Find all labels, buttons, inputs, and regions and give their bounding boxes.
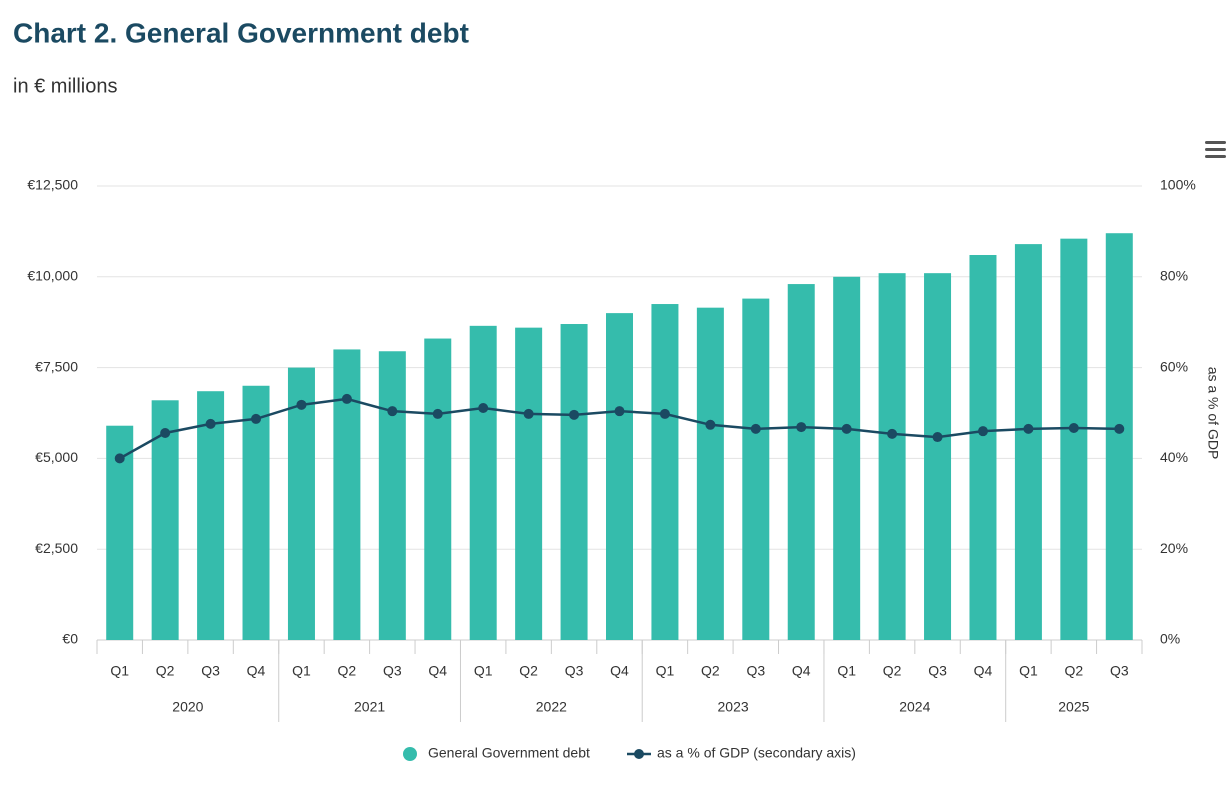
bar [151,400,179,640]
x-tick-label: Q1 [110,663,129,679]
bar [787,284,815,640]
line-point [478,403,489,414]
line-point [523,408,534,419]
bar [469,325,497,640]
x-tick-label: Q3 [201,663,220,679]
x-tick-label: Q2 [1065,663,1084,679]
x-group-label: 2020 [172,699,203,715]
x-group-label: 2025 [1058,699,1089,715]
bar [197,391,225,640]
legend-swatch [403,747,417,761]
y2-tick-label: 20% [1160,540,1188,556]
line-point [932,432,943,443]
line-point [887,428,898,439]
menu-bar[interactable] [1205,155,1226,158]
bar [1014,244,1042,640]
chart-subtitle: in € millions [13,75,117,97]
line-point [341,393,352,404]
bar [424,338,452,640]
y-tick-label: €0 [62,631,78,647]
y-tick-label: €12,500 [27,177,78,193]
bar [560,324,588,640]
y-tick-label: €2,500 [35,540,78,556]
x-tick-label: Q4 [792,663,811,679]
x-tick-label: Q4 [610,663,629,679]
line-point [114,453,125,464]
bar [333,349,361,640]
y2-tick-label: 60% [1160,358,1188,374]
bar [378,351,406,640]
legend-swatch [634,749,644,759]
line-point [160,427,171,438]
legend-label: General Government debt [428,745,590,761]
line-point [614,406,625,417]
bar [742,298,770,640]
y2-tick-label: 80% [1160,268,1188,284]
bar [833,276,861,640]
line-point [659,408,670,419]
line-point [750,423,761,434]
bar [515,327,543,640]
menu-bar[interactable] [1205,141,1226,144]
menu-bar[interactable] [1205,148,1226,151]
x-tick-label: Q2 [883,663,902,679]
x-tick-label: Q4 [974,663,993,679]
y-tick-label: €7,500 [35,358,78,374]
line-point [1068,422,1079,433]
x-tick-label: Q2 [338,663,357,679]
chart-title: Chart 2. General Government debt [13,17,469,48]
line-point [841,423,852,434]
y2-tick-label: 0% [1160,631,1180,647]
y-tick-label: €5,000 [35,449,78,465]
bar [924,273,952,640]
x-tick-label: Q3 [565,663,584,679]
x-tick-label: Q1 [837,663,856,679]
line-point [205,418,216,429]
x-tick-label: Q2 [519,663,538,679]
x-tick-label: Q1 [292,663,311,679]
y2-axis-title: as a % of GDP [1205,367,1221,460]
y2-tick-label: 100% [1160,177,1196,193]
line-point [796,422,807,433]
line-point [432,408,443,419]
x-group-label: 2021 [354,699,385,715]
bar [606,313,633,640]
x-tick-label: Q3 [383,663,402,679]
bar [1060,238,1088,640]
legend: General Government debt as a % of GDP (se… [403,745,856,761]
line-point [569,409,580,420]
x-tick-label: Q2 [156,663,175,679]
bar [287,367,315,640]
x-tick-label: Q3 [1110,663,1129,679]
x-group-label: 2023 [718,699,749,715]
line-point [977,426,988,437]
x-tick-label: Q3 [928,663,947,679]
line-point [1023,423,1034,434]
line-point [251,413,262,424]
y-tick-label: €10,000 [27,268,78,284]
bar [651,304,679,640]
y2-tick-label: 40% [1160,449,1188,465]
bar [242,385,270,640]
bar [969,255,997,640]
legend-label: as a % of GDP (secondary axis) [657,745,856,761]
x-tick-label: Q1 [1019,663,1038,679]
x-tick-label: Q4 [247,663,266,679]
bar [1105,233,1133,640]
x-tick-label: Q3 [746,663,765,679]
x-tick-label: Q2 [701,663,720,679]
bar [696,307,724,640]
line-point [296,399,307,410]
x-group-label: 2022 [536,699,567,715]
line-point [387,406,398,417]
x-tick-label: Q1 [474,663,493,679]
x-tick-label: Q4 [428,663,447,679]
menu-icon[interactable] [1205,141,1226,158]
bar [878,273,906,640]
x-tick-label: Q1 [656,663,675,679]
line-point [705,419,716,430]
line-point [1114,423,1125,434]
x-group-label: 2024 [899,699,930,715]
